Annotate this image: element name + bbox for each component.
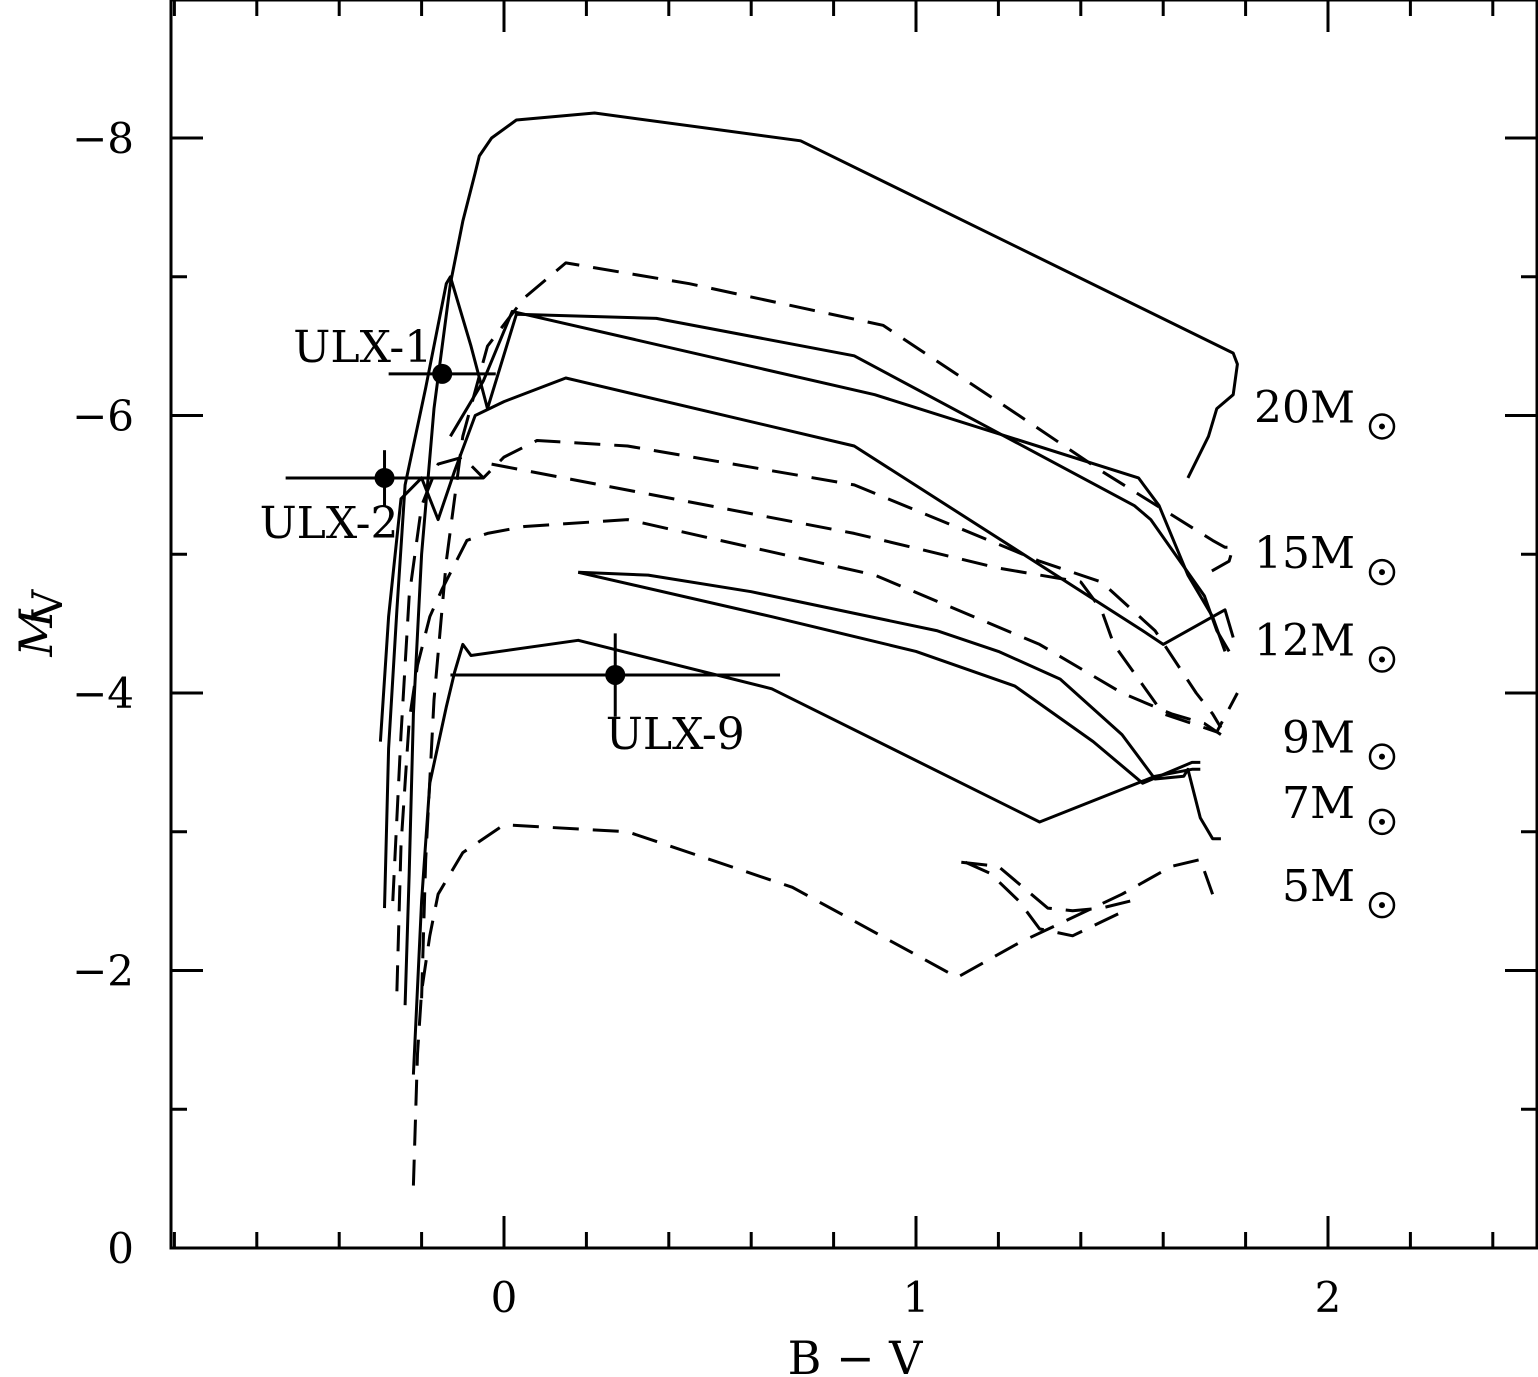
sun-icon — [1368, 413, 1396, 440]
mass-label-15m: 15M — [1254, 528, 1355, 579]
x-tick-label: 1 — [903, 1273, 930, 1322]
mass-label-9m: 9M — [1282, 713, 1355, 764]
sun-icon-dot — [1379, 753, 1385, 760]
x-axis-label: B − V — [788, 1331, 924, 1377]
sun-icon — [1368, 808, 1396, 836]
y-axis-label-subscript: V — [23, 589, 72, 621]
mass-label-20m: 20M — [1254, 382, 1355, 433]
sun-icon-dot — [1379, 902, 1385, 909]
track-solid-11 — [411, 638, 1201, 1075]
ulx-points: ULX-1 ULX-2 ULX-9 — [260, 322, 781, 760]
axis-tick-labels: 0 1 2 0 −2 −4 −6 −8 — [72, 114, 1341, 1322]
track-solid-9 — [578, 570, 1221, 841]
y-tick-label: −4 — [72, 669, 134, 718]
plot-frame — [169, 0, 1538, 1250]
track-dashed-14 — [964, 860, 1131, 938]
track-dashed-8 — [491, 462, 1239, 734]
y-tick-label: −2 — [72, 947, 134, 996]
track-dashed-2 — [420, 261, 1235, 999]
track-dashed-7 — [395, 518, 1222, 992]
sun-icon-dot — [1379, 569, 1385, 576]
sun-icon — [1368, 891, 1396, 919]
ulx-2-marker — [374, 467, 395, 488]
ulx-1-marker — [432, 363, 453, 384]
evolutionary-tracks — [378, 111, 1239, 1186]
sun-icon — [1368, 558, 1396, 586]
sun-icon — [1368, 743, 1396, 770]
ulx-9-label: ULX-9 — [606, 709, 745, 760]
mass-label-5m: 5M — [1282, 861, 1355, 912]
track-solid-4 — [449, 309, 1227, 652]
x-tick-label: 0 — [491, 1273, 518, 1322]
x-tick-label: 2 — [1315, 1273, 1342, 1322]
sun-icon-dot — [1379, 423, 1385, 430]
track-dashed-13 — [961, 860, 1131, 913]
y-tick-label: 0 — [107, 1224, 134, 1273]
sun-icon-dot — [1379, 656, 1385, 663]
track-solid-1 — [403, 111, 1239, 1006]
track-solid-10 — [577, 570, 1201, 785]
sun-icon — [1368, 646, 1396, 673]
y-axis-label: M — [9, 608, 63, 658]
mass-label-7m: 7M — [1282, 778, 1355, 829]
axis-ticks — [171, 0, 1537, 1248]
y-tick-label: −6 — [72, 392, 134, 441]
sun-icon-dot — [1379, 818, 1385, 825]
mass-label-12m: 12M — [1254, 616, 1355, 667]
mass-labels: 20M 15M 12M 9M 7M 5M — [1254, 382, 1396, 919]
y-tick-label: −8 — [72, 114, 134, 163]
ulx-9-marker — [605, 664, 626, 685]
y-axis-label-group: M V — [9, 589, 72, 657]
track-dashed-12 — [411, 823, 1215, 1186]
ulx-2-label: ULX-2 — [260, 498, 399, 549]
track-dashed-5 — [391, 439, 1223, 902]
track-solid-6 — [378, 376, 1235, 742]
ulx-1-label: ULX-1 — [293, 322, 432, 373]
track-solid-3 — [383, 275, 1231, 909]
